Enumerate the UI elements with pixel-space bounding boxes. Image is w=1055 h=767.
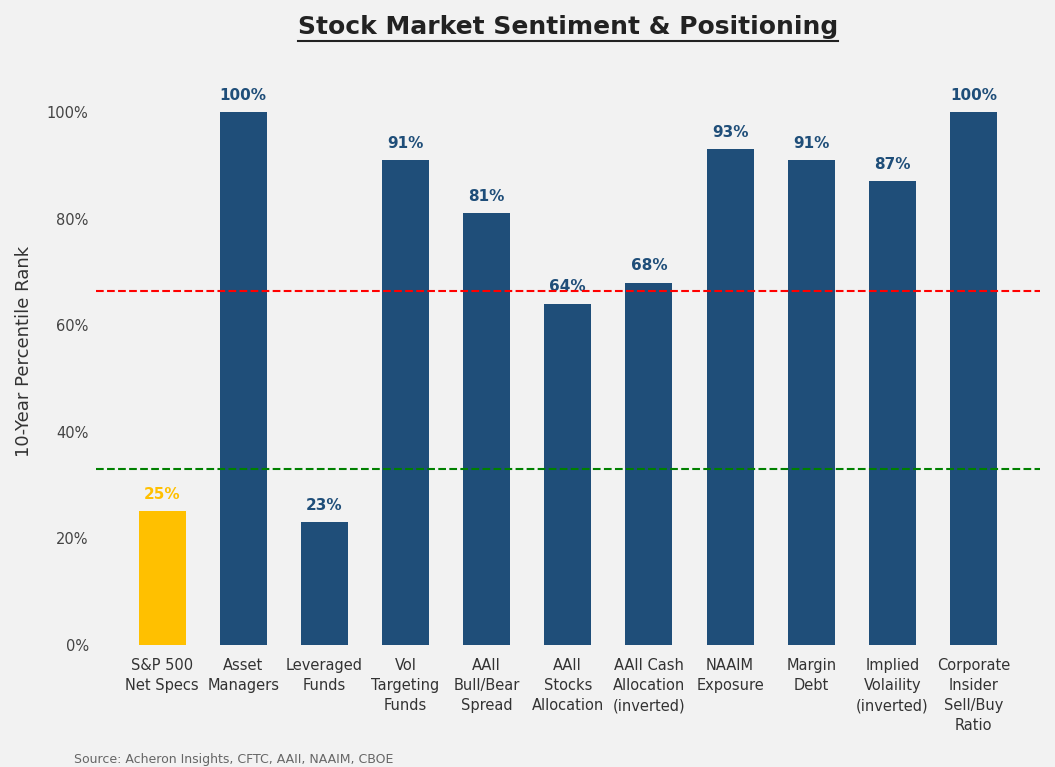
Bar	[219, 112, 267, 644]
Bar	[626, 282, 672, 644]
Text: 23%: 23%	[306, 498, 343, 512]
Text: 100%: 100%	[951, 87, 997, 103]
Bar	[301, 522, 348, 644]
Text: 100%: 100%	[219, 87, 267, 103]
Text: 64%: 64%	[550, 279, 587, 295]
Bar	[463, 213, 511, 644]
Text: 87%: 87%	[875, 156, 910, 172]
Bar	[788, 160, 835, 644]
Text: 93%: 93%	[712, 125, 748, 140]
Bar	[544, 304, 591, 644]
Text: 68%: 68%	[631, 258, 667, 273]
Text: 81%: 81%	[468, 189, 505, 204]
Bar	[707, 150, 753, 644]
Bar	[382, 160, 429, 644]
Y-axis label: 10-Year Percentile Rank: 10-Year Percentile Rank	[15, 246, 33, 457]
Bar	[138, 512, 186, 644]
Text: Source: Acheron Insights, CFTC, AAII, NAAIM, CBOE: Source: Acheron Insights, CFTC, AAII, NA…	[74, 753, 394, 766]
Bar	[950, 112, 997, 644]
Title: Stock Market Sentiment & Positioning: Stock Market Sentiment & Positioning	[298, 15, 838, 39]
Text: 25%: 25%	[143, 487, 180, 502]
Text: 91%: 91%	[793, 136, 829, 150]
Bar	[869, 182, 916, 644]
Text: 91%: 91%	[387, 136, 424, 150]
